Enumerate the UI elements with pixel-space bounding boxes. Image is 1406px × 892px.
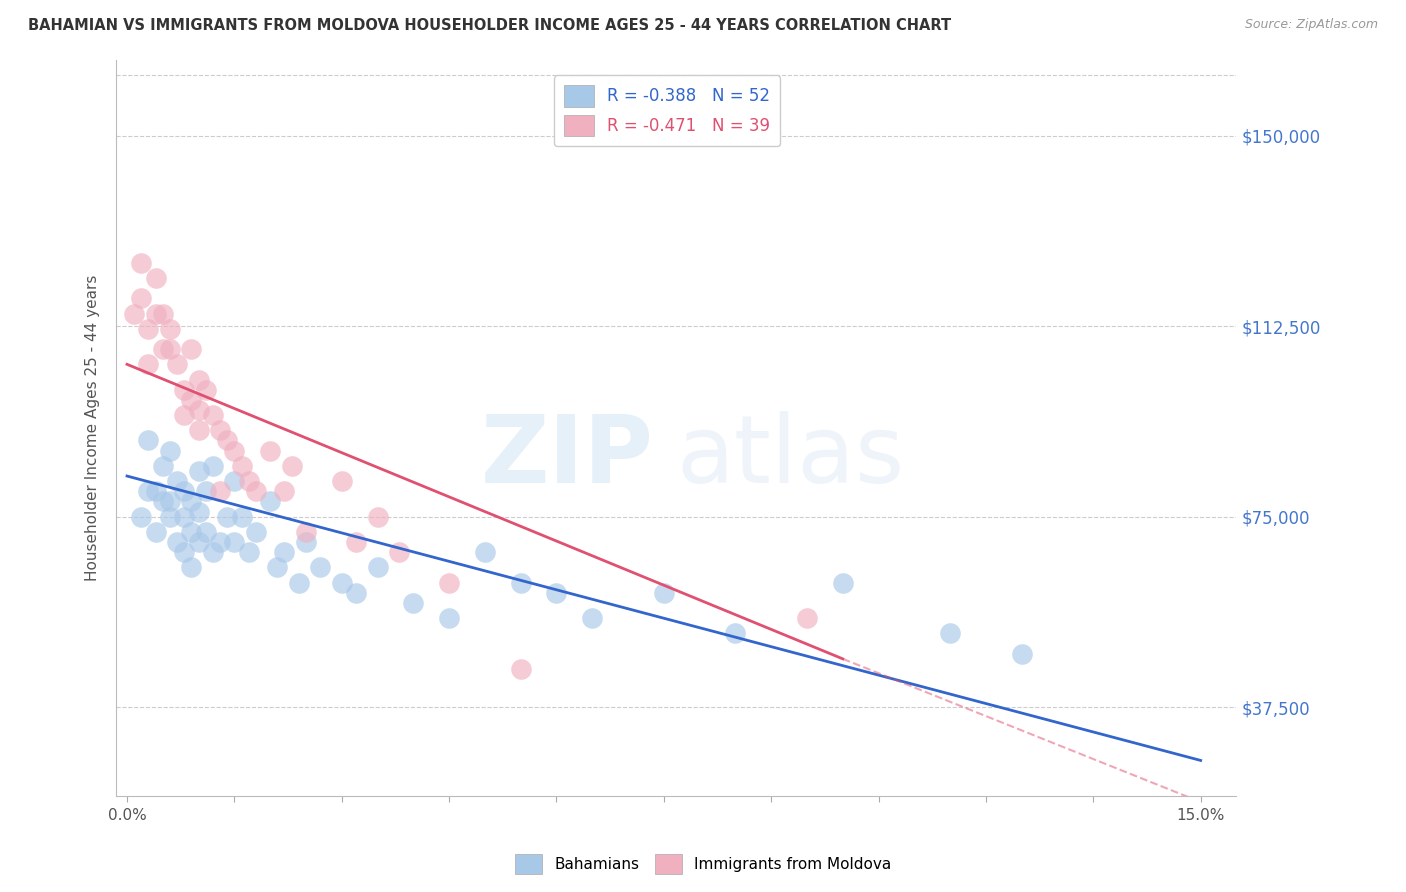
Point <box>367 509 389 524</box>
Point <box>388 545 411 559</box>
Point <box>209 535 232 549</box>
Point <box>131 509 153 524</box>
Point <box>145 306 167 320</box>
Point <box>796 611 818 625</box>
Point <box>131 256 153 270</box>
Point <box>166 474 188 488</box>
Point <box>367 560 389 574</box>
Text: ZIP: ZIP <box>481 411 654 503</box>
Point <box>187 372 209 386</box>
Point <box>194 484 217 499</box>
Point <box>187 505 209 519</box>
Point <box>224 474 246 488</box>
Point <box>238 474 260 488</box>
Point <box>201 408 224 422</box>
Point <box>122 306 145 320</box>
Point <box>259 443 281 458</box>
Point <box>295 535 318 549</box>
Point <box>152 458 174 473</box>
Point <box>474 545 496 559</box>
Point <box>831 575 853 590</box>
Point <box>173 408 195 422</box>
Point <box>166 535 188 549</box>
Point <box>138 357 160 371</box>
Point <box>652 586 675 600</box>
Point <box>180 494 202 508</box>
Point <box>273 545 295 559</box>
Point <box>145 484 167 499</box>
Point <box>402 596 425 610</box>
Point <box>173 383 195 397</box>
Point <box>344 586 367 600</box>
Point <box>145 271 167 285</box>
Point <box>152 494 174 508</box>
Point <box>173 484 195 499</box>
Point <box>724 626 747 640</box>
Point <box>194 383 217 397</box>
Point <box>173 545 195 559</box>
Point <box>152 342 174 356</box>
Point <box>180 524 202 539</box>
Point <box>180 342 202 356</box>
Point <box>145 524 167 539</box>
Point <box>1011 647 1033 661</box>
Point <box>509 575 531 590</box>
Point <box>194 524 217 539</box>
Point <box>152 306 174 320</box>
Legend: Bahamians, Immigrants from Moldova: Bahamians, Immigrants from Moldova <box>509 848 897 880</box>
Point <box>187 403 209 417</box>
Point <box>217 434 239 448</box>
Point <box>224 535 246 549</box>
Point <box>231 509 253 524</box>
Point <box>266 560 288 574</box>
Point <box>330 474 353 488</box>
Point <box>159 494 181 508</box>
Point <box>437 575 460 590</box>
Point <box>138 434 160 448</box>
Point <box>330 575 353 590</box>
Point <box>180 560 202 574</box>
Point <box>187 464 209 478</box>
Point <box>201 545 224 559</box>
Point <box>173 509 195 524</box>
Point <box>259 494 281 508</box>
Point <box>509 662 531 676</box>
Text: atlas: atlas <box>676 411 904 503</box>
Point <box>187 535 209 549</box>
Point <box>231 458 253 473</box>
Point <box>201 458 224 473</box>
Point <box>344 535 367 549</box>
Point <box>217 509 239 524</box>
Point <box>309 560 332 574</box>
Text: Source: ZipAtlas.com: Source: ZipAtlas.com <box>1244 18 1378 31</box>
Point <box>209 484 232 499</box>
Point <box>939 626 962 640</box>
Point <box>238 545 260 559</box>
Y-axis label: Householder Income Ages 25 - 44 years: Householder Income Ages 25 - 44 years <box>86 275 100 581</box>
Point <box>245 524 267 539</box>
Point <box>280 458 302 473</box>
Point <box>546 586 568 600</box>
Point <box>209 423 232 437</box>
Point <box>245 484 267 499</box>
Point <box>581 611 603 625</box>
Legend: R = -0.388   N = 52, R = -0.471   N = 39: R = -0.388 N = 52, R = -0.471 N = 39 <box>554 75 780 146</box>
Text: BAHAMIAN VS IMMIGRANTS FROM MOLDOVA HOUSEHOLDER INCOME AGES 25 - 44 YEARS CORREL: BAHAMIAN VS IMMIGRANTS FROM MOLDOVA HOUS… <box>28 18 952 33</box>
Point <box>295 524 318 539</box>
Point <box>159 322 181 336</box>
Point <box>159 443 181 458</box>
Point <box>138 484 160 499</box>
Point <box>159 342 181 356</box>
Point <box>224 443 246 458</box>
Point <box>131 291 153 305</box>
Point <box>138 322 160 336</box>
Point <box>187 423 209 437</box>
Point <box>166 357 188 371</box>
Point <box>288 575 311 590</box>
Point <box>180 392 202 407</box>
Point <box>273 484 295 499</box>
Point <box>437 611 460 625</box>
Point <box>159 509 181 524</box>
